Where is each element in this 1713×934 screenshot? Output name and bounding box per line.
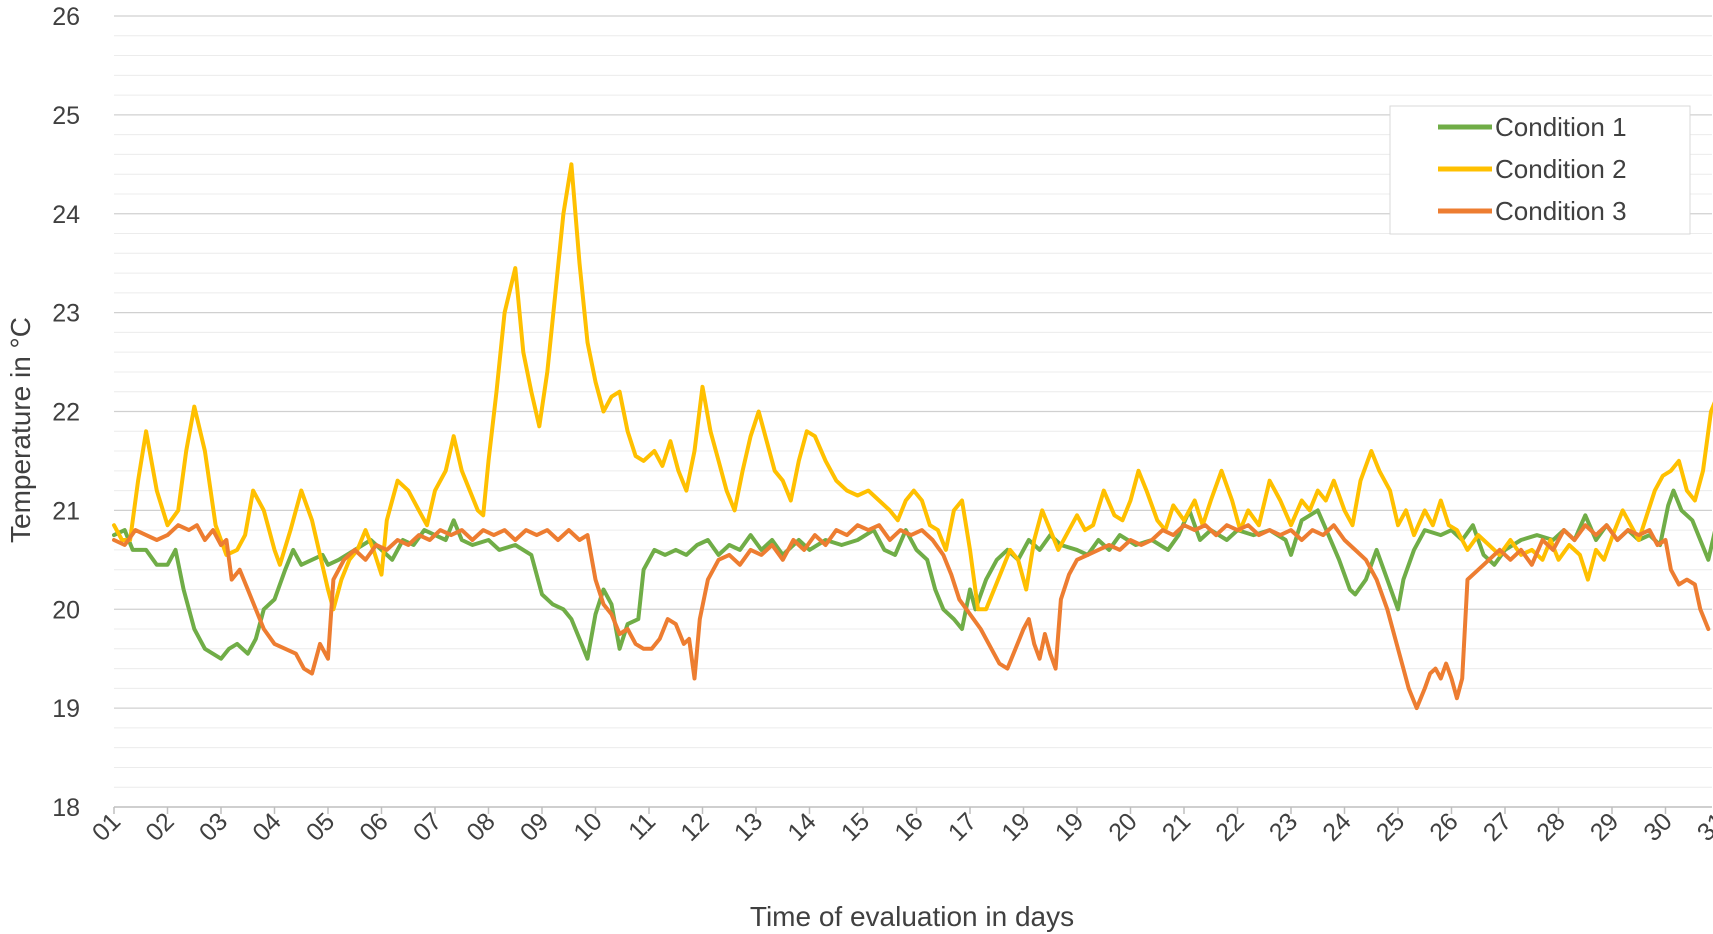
x-axis bbox=[113, 806, 1712, 814]
x-tick-label: 16 bbox=[889, 807, 928, 846]
series-line-condition-3 bbox=[112, 523, 1711, 711]
x-tick-label: 31 bbox=[1692, 807, 1713, 846]
x-tick-label: 13 bbox=[729, 807, 768, 846]
x-axis-tick-labels: 01 02 03 04 05 06 07 08 09 10 11 12 13 14 15 16 17 19 19 20… bbox=[87, 807, 1713, 847]
x-tick-label: 19 bbox=[1050, 807, 1089, 846]
series-lines bbox=[112, 162, 1713, 711]
x-tick-label: 02 bbox=[140, 807, 179, 846]
x-tick-label: 15 bbox=[836, 807, 875, 846]
x-tick-label: 30 bbox=[1638, 807, 1677, 846]
series-line-condition-2 bbox=[112, 162, 1713, 612]
y-tick-label: 22 bbox=[52, 399, 80, 427]
x-tick-label: 12 bbox=[675, 807, 714, 846]
x-tick-label: 05 bbox=[301, 807, 340, 846]
y-tick-label: 23 bbox=[52, 300, 80, 328]
y-tick-label: 21 bbox=[52, 497, 80, 525]
x-tick-label: 22 bbox=[1210, 807, 1249, 846]
x-tick-label: 26 bbox=[1424, 807, 1463, 846]
x-tick-label: 03 bbox=[194, 807, 233, 846]
x-tick-label: 11 bbox=[623, 807, 661, 845]
x-tick-label: 09 bbox=[515, 807, 554, 846]
legend-label-condition-2: Condition 2 bbox=[1495, 154, 1627, 184]
y-tick-label: 24 bbox=[52, 201, 80, 229]
y-tick-label: 19 bbox=[52, 695, 80, 723]
x-tick-label: 20 bbox=[1103, 807, 1142, 846]
x-tick-label: 21 bbox=[1157, 807, 1196, 846]
x-tick-label: 29 bbox=[1585, 807, 1624, 846]
x-tick-label: 19 bbox=[996, 807, 1035, 846]
y-tick-label: 26 bbox=[52, 3, 80, 31]
legend-label-condition-1: Condition 1 bbox=[1495, 112, 1627, 142]
x-tick-label: 27 bbox=[1478, 807, 1517, 846]
x-tick-label: 23 bbox=[1264, 807, 1303, 846]
x-tick-label: 17 bbox=[943, 807, 982, 846]
x-tick-label: 24 bbox=[1317, 807, 1357, 847]
x-tick-label: 08 bbox=[461, 807, 500, 846]
x-tick-label: 06 bbox=[354, 807, 393, 846]
x-tick-label: 10 bbox=[568, 807, 607, 846]
y-axis-tick-labels: 18 19 20 21 22 23 24 25 26 bbox=[52, 3, 80, 822]
y-tick-label: 20 bbox=[52, 596, 80, 624]
x-tick-label: 28 bbox=[1531, 807, 1570, 846]
x-tick-label: 04 bbox=[247, 807, 287, 847]
x-tick-label: 07 bbox=[408, 807, 447, 846]
legend-label-condition-3: Condition 3 bbox=[1495, 196, 1627, 226]
x-tick-label: 01 bbox=[87, 807, 126, 846]
y-tick-label: 25 bbox=[52, 102, 80, 130]
y-tick-label: 18 bbox=[52, 794, 80, 822]
x-tick-label: 25 bbox=[1371, 807, 1410, 846]
x-axis-title: Time of evaluation in days bbox=[750, 901, 1074, 932]
legend: Condition 1 Condition 2 Condition 3 bbox=[1389, 105, 1691, 235]
y-axis-title: Temperature in °C bbox=[5, 317, 36, 543]
x-tick-label: 14 bbox=[782, 807, 822, 847]
